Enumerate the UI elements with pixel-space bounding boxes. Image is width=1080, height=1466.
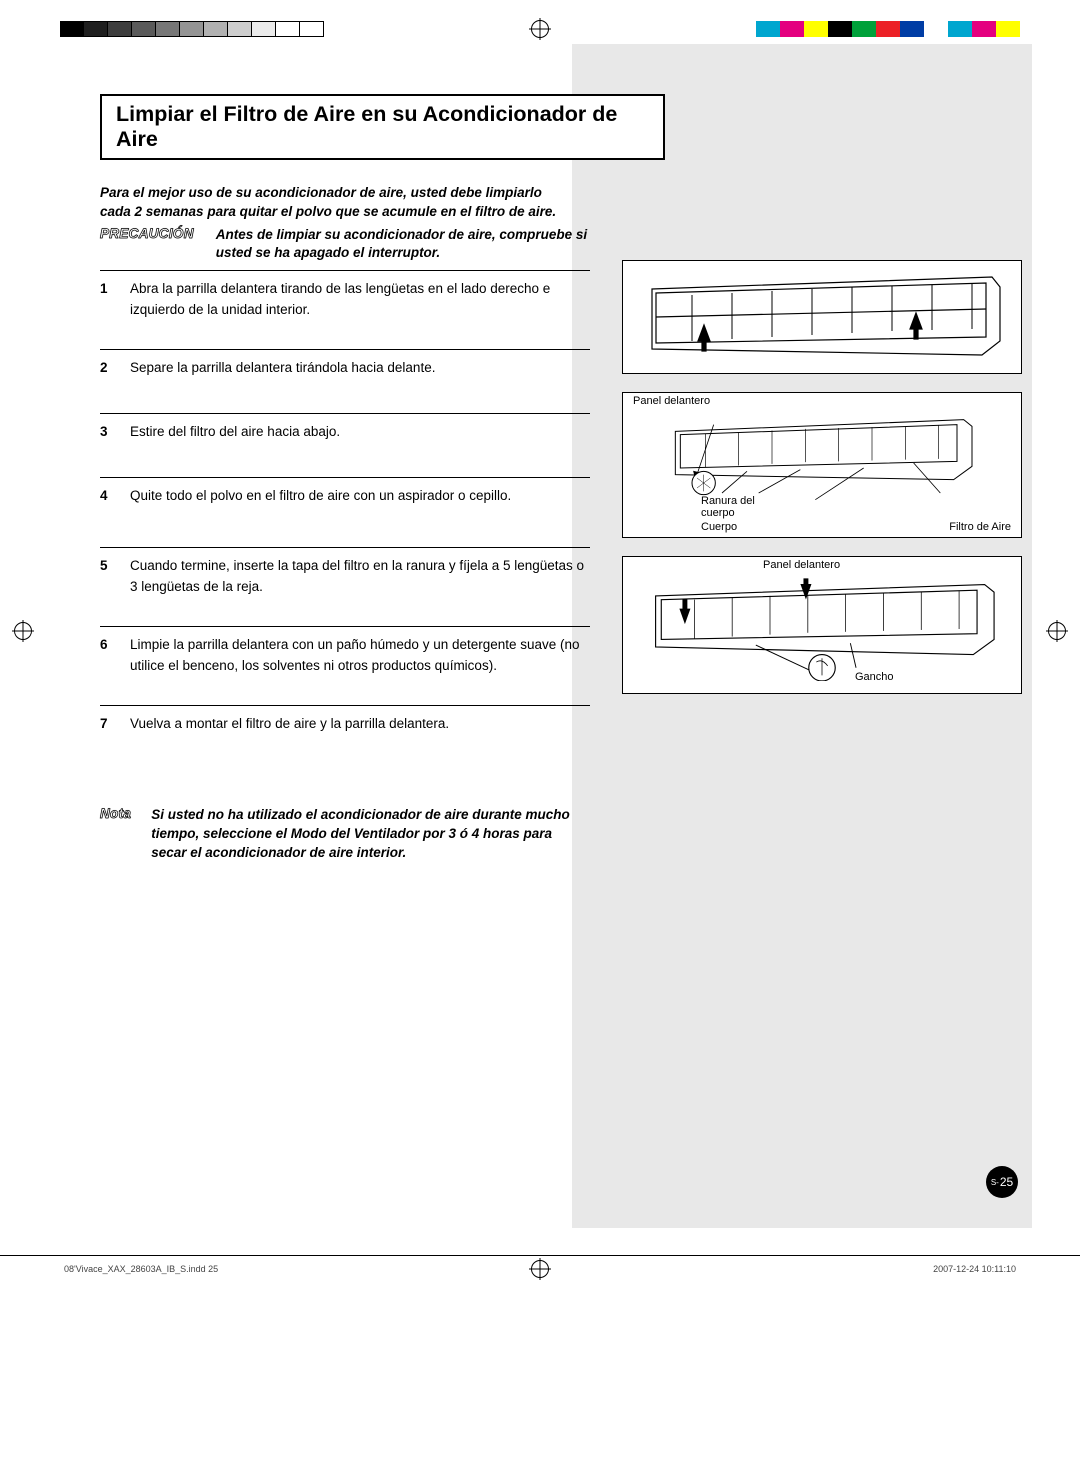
step-text: Limpie la parrilla delantera con un paño… (130, 635, 590, 677)
section-title-box: Limpiar el Filtro de Aire en su Acondici… (100, 94, 665, 160)
step-text: Vuelva a montar el filtro de aire y la p… (130, 714, 449, 735)
diagram-3: Panel delantero (622, 556, 1022, 694)
page-prefix: S- (991, 1178, 999, 1187)
note-label: Nota (100, 806, 131, 863)
caution-row: PRECAUCIÓN Antes de limpiar su acondicio… (100, 226, 590, 262)
registration-mark-icon (531, 20, 549, 38)
label-filtro: Filtro de Aire (949, 521, 1011, 533)
step-row: 1 Abra la parrilla delantera tirando de l… (100, 270, 590, 349)
step-text: Cuando termine, inserte la tapa del filt… (130, 556, 590, 598)
grayscale-swatches (60, 21, 324, 37)
footer-file: 08'Vivace_XAX_28603A_IB_S.indd 25 (64, 1264, 218, 1274)
step-row: 6 Limpie la parrilla delantera con un pañ… (100, 626, 590, 705)
ac-unit-icon (629, 267, 1015, 367)
caution-text: Antes de limpiar su acondicionador de ai… (216, 226, 590, 262)
label-ranura: Ranura del cuerpo (701, 495, 761, 519)
step-text: Estire del filtro del aire hacia abajo. (130, 422, 340, 449)
footer-datetime: 2007-12-24 10:11:10 (933, 1264, 1016, 1274)
step-number: 5 (100, 556, 114, 598)
label-gancho: Gancho (855, 671, 894, 683)
steps-list: 1 Abra la parrilla delantera tirando de l… (100, 270, 590, 863)
label-panel-delantero: Panel delantero (763, 559, 840, 571)
diagram-2: Panel delantero (622, 392, 1022, 538)
step-row: 5 Cuando termine, inserte la tapa del fil… (100, 547, 590, 626)
section-title: Limpiar el Filtro de Aire en su Acondici… (116, 102, 649, 152)
diagram-1 (622, 260, 1022, 374)
registration-mark-icon (1048, 622, 1066, 640)
footer-rule (0, 1255, 1080, 1256)
label-cuerpo: Cuerpo (701, 521, 737, 533)
note-row: Nota Si usted no ha utilizado el acondici… (100, 806, 590, 863)
step-number: 6 (100, 635, 114, 677)
caution-label: PRECAUCIÓN (100, 226, 194, 262)
step-row: 4 Quite todo el polvo en el filtro de air… (100, 477, 590, 547)
step-number: 3 (100, 422, 114, 449)
printer-marks-top (0, 18, 1080, 40)
step-row: 7 Vuelva a montar el filtro de aire y la … (100, 705, 590, 763)
step-number: 4 (100, 486, 114, 519)
step-number: 2 (100, 358, 114, 385)
color-swatches (756, 21, 1020, 37)
label-panel-delantero: Panel delantero (633, 395, 710, 407)
step-number: 1 (100, 279, 114, 321)
page-number-badge: S-25 (986, 1166, 1018, 1198)
step-text: Abra la parrilla delantera tirando de la… (130, 279, 590, 321)
step-row: 3 Estire del filtro del aire hacia abajo. (100, 413, 590, 477)
intro-paragraph: Para el mejor uso de su acondicionador d… (100, 184, 565, 222)
step-number: 7 (100, 714, 114, 735)
ac-unit-icon (629, 577, 1015, 681)
diagram-column: Panel delantero (622, 260, 1022, 712)
ac-unit-icon (629, 413, 1015, 513)
step-row: 2 Separe la parrilla delantera tirándola … (100, 349, 590, 413)
step-text: Quite todo el polvo en el filtro de aire… (130, 486, 511, 519)
step-text: Separe la parrilla delantera tirándola h… (130, 358, 435, 385)
note-text: Si usted no ha utilizado el acondicionad… (151, 806, 571, 863)
registration-mark-icon (14, 622, 32, 640)
registration-mark-icon (531, 1260, 549, 1278)
page-number: 25 (1000, 1175, 1013, 1189)
